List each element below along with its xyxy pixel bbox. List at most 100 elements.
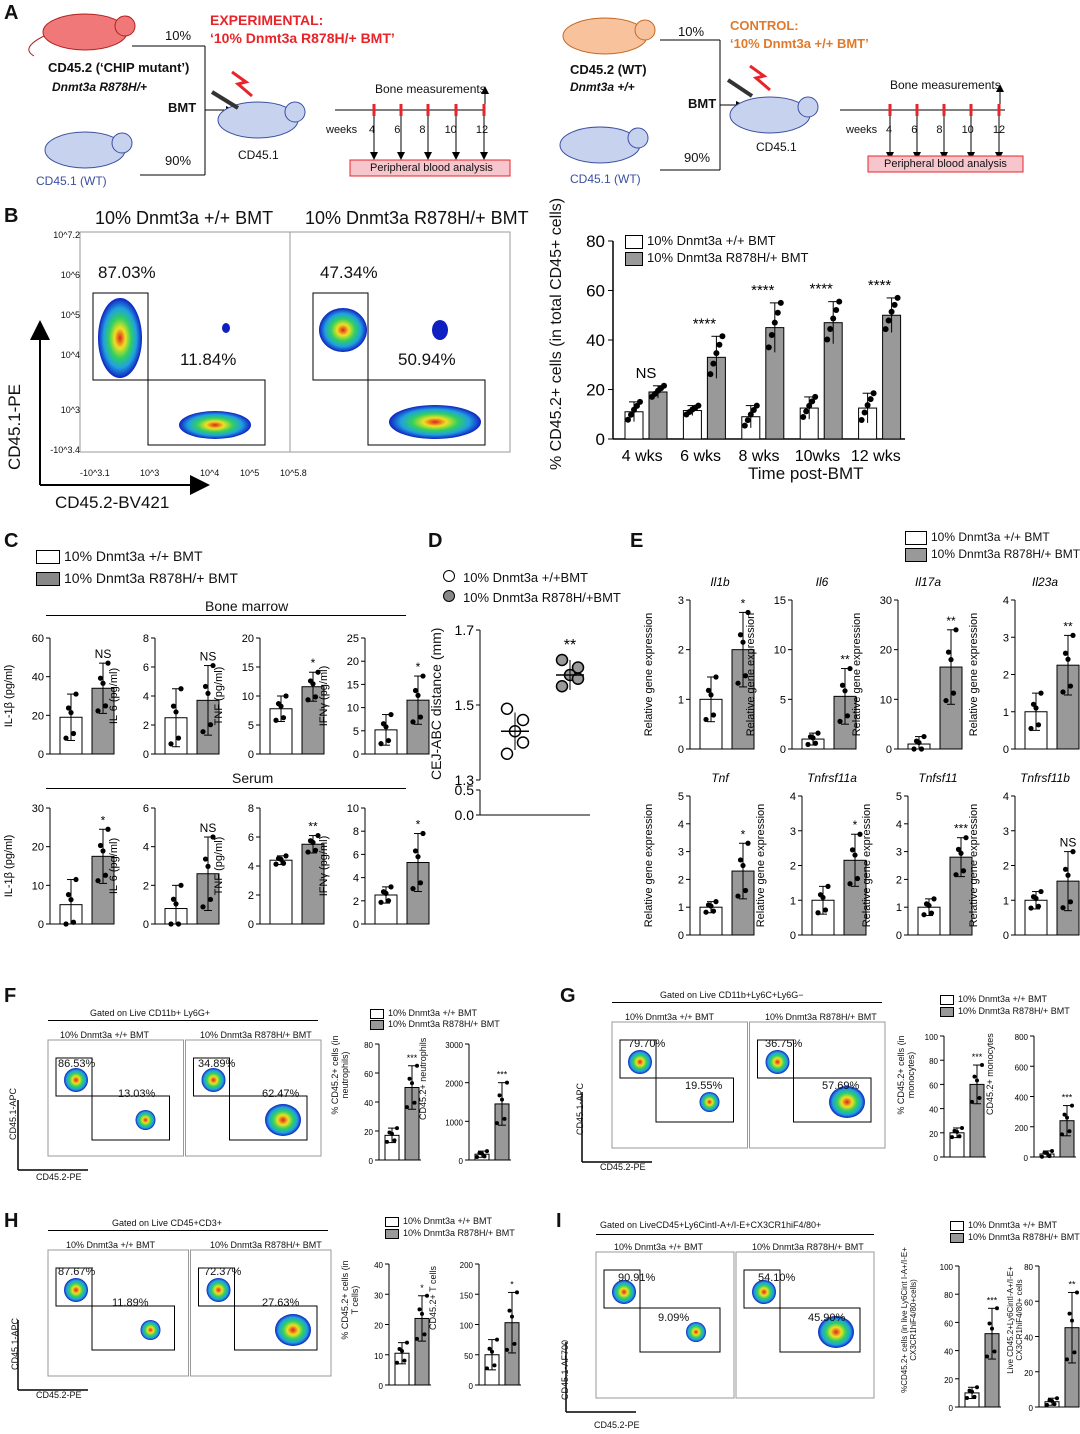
data-point	[1028, 905, 1034, 911]
data-point	[410, 719, 416, 725]
data-point	[1040, 1154, 1044, 1159]
data-point	[102, 703, 109, 709]
e-chart-tnf: Tnf 0 1 2 3 4 5 Relative gene expression *	[643, 771, 755, 942]
data-point	[63, 921, 69, 927]
y-tick-label: 0	[459, 1157, 464, 1166]
data-point	[768, 332, 775, 339]
chart-title: Tnfrsf11a	[807, 771, 857, 785]
data-point	[809, 398, 816, 405]
data-point	[555, 653, 569, 667]
y-tick-label: 50	[464, 1352, 473, 1361]
data-point	[490, 1349, 494, 1354]
data-point	[1075, 1290, 1079, 1295]
lightning-icon	[231, 70, 253, 98]
data-point	[753, 402, 760, 409]
ctrl-wt-donor: CD45.1 (WT)	[570, 172, 641, 186]
y-tick-label: 6	[353, 849, 359, 861]
panel-letter-i: I	[556, 1210, 562, 1232]
gate-lower	[229, 1095, 308, 1141]
panel-letter-e: E	[630, 530, 644, 552]
gate-upper	[603, 1269, 641, 1309]
data-point	[926, 902, 932, 909]
data-point	[415, 1063, 419, 1068]
population-lower	[829, 1086, 865, 1118]
y-tick-label: 10	[32, 880, 44, 892]
data-point	[70, 919, 77, 925]
population-upper	[752, 1280, 776, 1304]
data-point	[965, 1395, 969, 1400]
g-legend-1: 10% Dnmt3a +/+ BMT	[940, 994, 1047, 1005]
data-point	[400, 1349, 404, 1354]
g-left-upper: 79.70%	[628, 1038, 666, 1050]
gate-upper	[198, 1267, 235, 1307]
data-point	[777, 299, 784, 306]
f-title-1: 10% Dnmt3a +/+ BMT	[60, 1030, 150, 1040]
data-point	[1067, 1311, 1072, 1316]
data-point	[1070, 1103, 1074, 1108]
data-point	[958, 850, 964, 856]
data-point	[310, 839, 316, 846]
e-legend-2: 10% Dnmt3a R878H/+ BMT	[905, 547, 1080, 562]
y-tick-label: 0	[379, 1382, 384, 1391]
data-point	[512, 1341, 517, 1346]
y-tick-label: 20	[32, 842, 44, 854]
significance-label: ***	[972, 1052, 983, 1062]
data-point	[395, 1360, 399, 1365]
exp-wt-donor: CD45.1 (WT)	[36, 174, 107, 188]
data-point	[100, 680, 106, 686]
data-point	[1055, 1396, 1059, 1401]
data-point	[178, 882, 184, 888]
y-tick-label: 4	[248, 861, 254, 873]
x-tick-label: 6 wks	[680, 448, 721, 465]
exp-recipient: CD45.1	[238, 148, 279, 162]
flow-frame	[47, 1249, 189, 1377]
y-tick-label: 1	[896, 902, 902, 914]
data-point	[995, 1306, 999, 1311]
flow-b-left-upper: 87.03%	[98, 263, 156, 282]
y-tick-label: 60	[586, 282, 605, 301]
data-point	[175, 921, 182, 927]
gate-upper	[757, 1039, 794, 1079]
population-upper	[612, 1280, 636, 1304]
y-tick-label: 0	[369, 1157, 374, 1166]
gate-lower	[91, 1305, 175, 1351]
data-point	[1060, 905, 1066, 911]
y-tick-label: 100	[460, 1322, 474, 1331]
panel-a-schematic	[28, 13, 1024, 177]
significance-label: *	[510, 1279, 514, 1289]
data-point	[1060, 689, 1066, 695]
significance-label: ****	[868, 277, 892, 294]
significance-label: NS	[1060, 836, 1077, 850]
data-point	[803, 408, 810, 415]
exp-title-2: ‘10% Dnmt3a R878H/+ BMT’	[210, 30, 395, 46]
y-tick-label: 0	[469, 1382, 474, 1391]
chart-title: Tnf	[711, 771, 730, 785]
flow-frame	[47, 1039, 184, 1157]
significance-label: ****	[751, 282, 775, 299]
data-point	[170, 703, 177, 709]
y-tick-label: 0	[1003, 744, 1009, 756]
gate-upper	[619, 1039, 657, 1079]
data-point	[173, 901, 179, 907]
data-point	[173, 709, 179, 715]
h-right-upper: 72.37%	[204, 1266, 242, 1278]
data-point	[412, 687, 419, 694]
y-tick-label: 3000	[445, 1041, 463, 1050]
x-tick-label: 8 wks	[739, 448, 780, 465]
data-point	[742, 673, 749, 679]
data-point	[975, 1078, 979, 1083]
data-point	[555, 680, 569, 693]
lightning-icon-2	[749, 64, 771, 92]
h-gate: Gated on Live CD45+CD3+	[112, 1218, 223, 1228]
data-point	[412, 1100, 417, 1105]
data-point	[948, 657, 954, 663]
significance-label: **	[564, 637, 576, 654]
chart-title: Il17a	[915, 575, 941, 589]
data-point	[740, 862, 746, 869]
y-tick-label: 10	[774, 645, 786, 657]
data-point	[315, 669, 321, 675]
x-tick-label: 4 wks	[622, 448, 663, 465]
data-point	[412, 848, 419, 854]
data-point	[839, 682, 846, 688]
significance-label: ***	[497, 1070, 508, 1080]
